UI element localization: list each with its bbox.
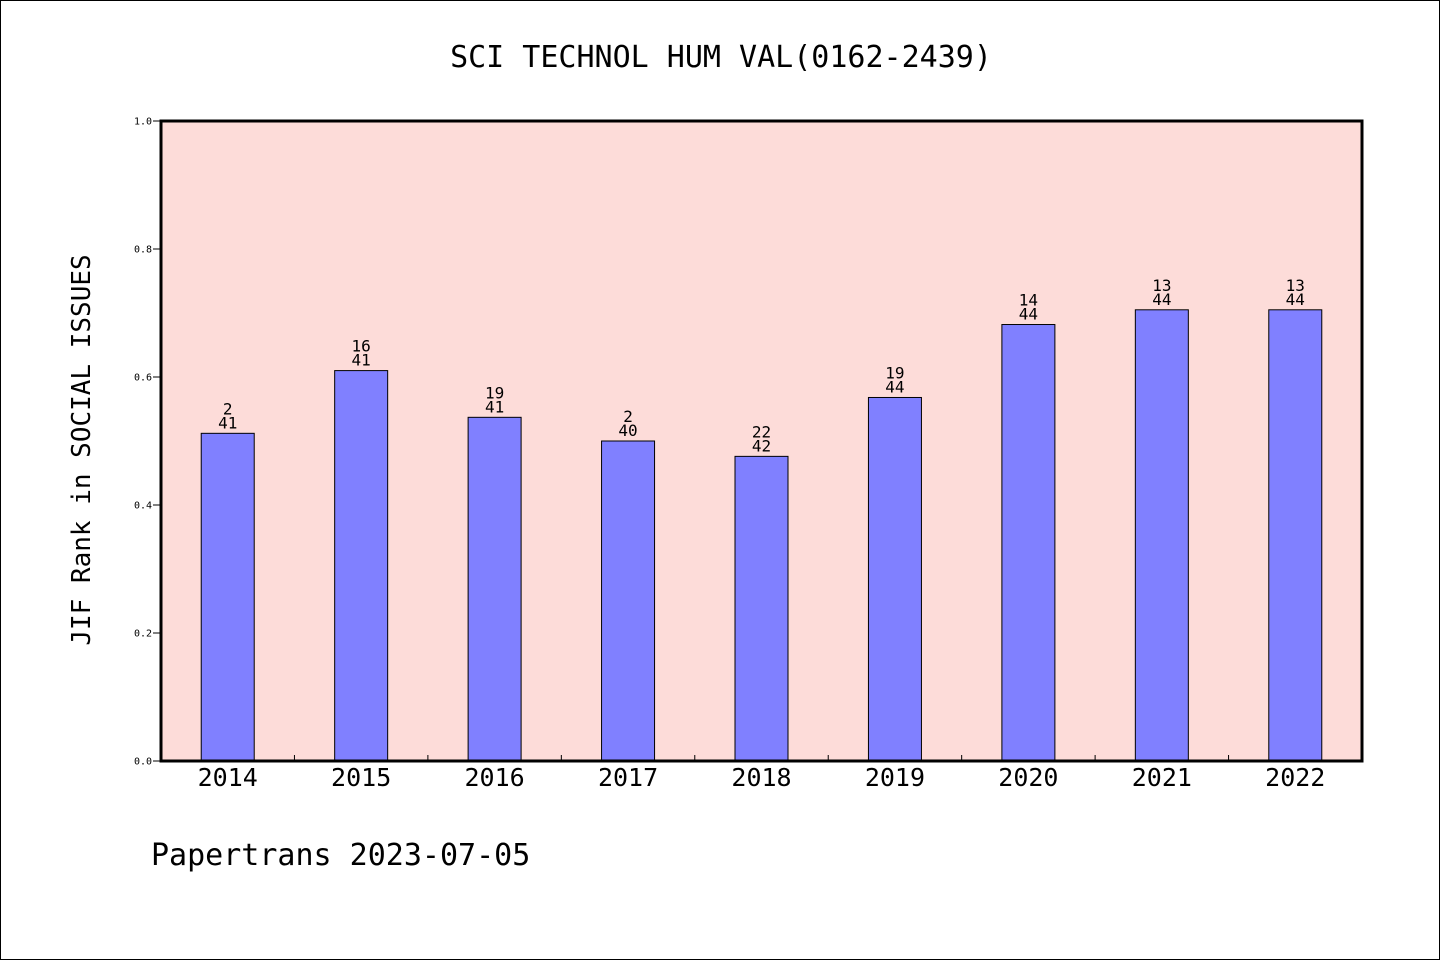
y-tick-label: 1.0 bbox=[134, 117, 152, 128]
bar-data-label: 41 bbox=[485, 397, 504, 416]
bar bbox=[334, 370, 389, 762]
bar bbox=[467, 416, 522, 762]
bar-data-label: 22 bbox=[752, 422, 771, 441]
bar-data-label: 14 bbox=[1019, 291, 1038, 310]
bar-data-label: 2 bbox=[623, 407, 633, 426]
bar bbox=[1001, 324, 1056, 762]
y-tick-label: 0.4 bbox=[134, 501, 152, 512]
y-axis-label: JIF Rank in SOCIAL ISSUES bbox=[67, 254, 97, 645]
bar-data-label: 42 bbox=[752, 436, 771, 455]
chart-title: SCI TECHNOL HUM VAL(0162-2439) bbox=[450, 40, 992, 75]
bar-data-label: 40 bbox=[618, 421, 637, 440]
bar-data-label: 44 bbox=[1286, 290, 1305, 309]
bar-data-label: 2 bbox=[223, 399, 233, 418]
footer-text: Papertrans 2023-07-05 bbox=[151, 838, 530, 873]
y-tick-label: 0.2 bbox=[134, 629, 152, 640]
bar-data-label: 41 bbox=[218, 413, 237, 432]
bar-data-label: 44 bbox=[1019, 305, 1038, 324]
y-tick-label: 0.0 bbox=[134, 757, 152, 768]
x-tick-label: 2020 bbox=[998, 763, 1058, 792]
bar bbox=[1268, 309, 1323, 762]
bar-data-label: 19 bbox=[485, 383, 504, 402]
bar-data-label: 41 bbox=[352, 351, 371, 370]
bar-data-label: 44 bbox=[885, 377, 904, 396]
y-tick-label: 0.8 bbox=[134, 245, 152, 256]
bar bbox=[601, 440, 656, 762]
x-tick-label: 2014 bbox=[198, 763, 258, 792]
bar-data-label: 13 bbox=[1152, 276, 1171, 295]
x-tick-label: 2017 bbox=[598, 763, 658, 792]
bar bbox=[867, 396, 922, 762]
x-ticks-layer: 2014 2015 2016 2017 2018 2019 2020 2021 2022 bbox=[198, 755, 1325, 792]
bar bbox=[1134, 309, 1189, 762]
x-tick-label: 2021 bbox=[1132, 763, 1192, 792]
y-tick-label: 0.6 bbox=[134, 373, 152, 384]
bar-data-label: 44 bbox=[1152, 290, 1171, 309]
bar-data-label: 16 bbox=[352, 337, 371, 356]
bar-data-label: 19 bbox=[885, 363, 904, 382]
x-tick-label: 2016 bbox=[465, 763, 525, 792]
y-ticks-layer: 0.0 0.2 0.4 0.6 0.8 1.0 bbox=[134, 117, 161, 768]
x-tick-label: 2018 bbox=[731, 763, 791, 792]
plot-border bbox=[159, 119, 1364, 763]
bar bbox=[734, 455, 789, 762]
bar-data-label: 13 bbox=[1286, 276, 1305, 295]
x-tick-label: 2019 bbox=[865, 763, 925, 792]
bar bbox=[200, 432, 255, 762]
x-tick-label: 2022 bbox=[1265, 763, 1325, 792]
x-tick-label: 2015 bbox=[331, 763, 391, 792]
